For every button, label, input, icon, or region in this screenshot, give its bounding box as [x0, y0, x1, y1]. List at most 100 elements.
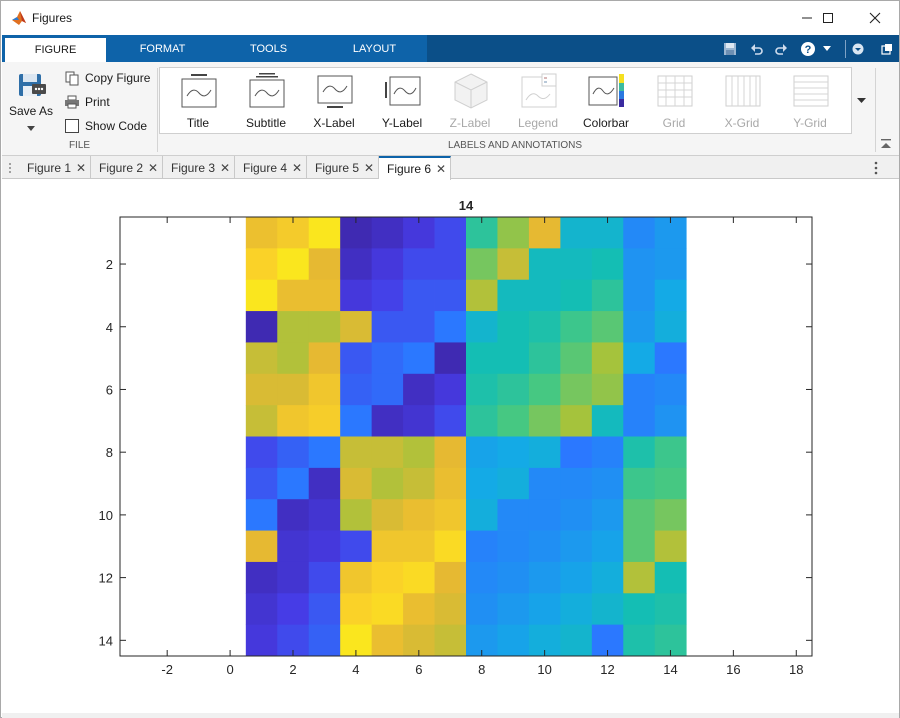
heatmap-cell	[403, 279, 435, 312]
undock-icon	[881, 43, 892, 55]
undock-button[interactable]	[878, 35, 896, 62]
print-button[interactable]: Print	[63, 93, 110, 111]
figure-canvas[interactable]: -2 0 2 4 6 8 10 12 14 16 18 2 4 6 8 10 12 14 14	[2, 180, 899, 716]
heatmap-cell	[654, 248, 687, 281]
tab-figure-2[interactable]: Figure 2 ✕	[91, 156, 163, 179]
figure-tabs-menu-button[interactable]	[868, 159, 884, 177]
heatmap-cell	[403, 593, 435, 626]
heatmap-cell	[497, 311, 530, 343]
heatmap-cell	[497, 561, 530, 594]
heatmap-cell	[371, 561, 404, 594]
undo-button[interactable]	[747, 35, 767, 62]
x-tick-label: 8	[478, 662, 485, 677]
ribbon-toolstrip: Save As Copy Figure Print Show Code FILE	[2, 62, 899, 156]
heatmap-cell	[528, 467, 561, 500]
heatmap-cell	[560, 530, 593, 563]
heatmap-cell	[403, 467, 435, 500]
heatmap-cell	[245, 342, 278, 375]
heatmap-cell	[560, 405, 593, 437]
dropdown-icon	[852, 43, 864, 54]
xgrid-button[interactable]: X-Grid	[708, 68, 776, 134]
tab-format[interactable]: FORMAT	[139, 42, 186, 55]
copy-icon	[65, 71, 79, 85]
ygrid-icon	[793, 75, 829, 107]
xgrid-icon	[725, 75, 761, 107]
colorbar-button[interactable]: Colorbar	[572, 68, 640, 134]
heatmap-cell	[277, 373, 310, 406]
y-tick-label: 6	[106, 382, 113, 397]
heatmap-cell	[403, 248, 435, 281]
heatmap-cell	[528, 279, 561, 312]
title-button[interactable]: Title	[164, 68, 232, 134]
close-tab-icon[interactable]: ✕	[76, 160, 87, 175]
heatmap-cell	[245, 311, 278, 343]
heatmap-cell	[528, 530, 561, 563]
subtitle-button[interactable]: Subtitle	[232, 68, 300, 134]
tab-figure-3[interactable]: Figure 3 ✕	[163, 156, 235, 179]
tab-figure[interactable]: FIGURE	[5, 35, 106, 62]
tab-figure-4[interactable]: Figure 4 ✕	[235, 156, 307, 179]
close-button[interactable]	[852, 1, 898, 35]
ylabel-button[interactable]: Y-Label	[368, 68, 436, 134]
legend-label: Legend	[517, 116, 559, 130]
tab-figure-6[interactable]: Figure 6 ✕	[379, 156, 451, 180]
xlabel-button[interactable]: X-Label	[300, 68, 368, 134]
heatmap-cell	[623, 248, 656, 281]
heatmap-cell	[528, 593, 561, 626]
heatmap-cell	[497, 405, 530, 437]
save-as-button[interactable]: Save As	[8, 70, 54, 136]
legend-button[interactable]: Legend	[504, 68, 572, 134]
heatmap-cell	[340, 405, 373, 437]
print-icon	[65, 95, 79, 109]
tab-layout[interactable]: LAYOUT	[352, 42, 397, 55]
heatmap-cell	[245, 530, 278, 563]
heatmap-cell	[371, 373, 404, 406]
x-tick-label: 4	[352, 662, 359, 677]
tab-label: Figure 6	[387, 162, 432, 176]
redo-icon	[775, 43, 787, 55]
heatmap-cell	[434, 530, 467, 563]
heatmap-cell	[497, 593, 530, 626]
tab-figure-5[interactable]: Figure 5 ✕	[307, 156, 379, 179]
heatmap-cell	[403, 561, 435, 594]
heatmap-cell	[308, 405, 341, 437]
redo-button[interactable]	[771, 35, 791, 62]
close-tab-icon[interactable]: ✕	[364, 160, 375, 175]
heatmap-cell	[623, 405, 656, 437]
heatmap-cell	[560, 279, 593, 312]
heatmap-cell	[403, 405, 435, 437]
heatmap-cell	[654, 499, 687, 531]
heatmap-cell	[403, 342, 435, 375]
gallery-expand-button[interactable]	[851, 67, 871, 134]
tab-tools[interactable]: TOOLS	[249, 42, 288, 55]
close-tab-icon[interactable]: ✕	[220, 160, 231, 175]
heatmap-cell	[434, 624, 467, 657]
tab-label: Figure 4	[243, 160, 288, 175]
zlabel-button[interactable]: Z-Label	[436, 68, 504, 134]
close-tab-icon[interactable]: ✕	[148, 160, 159, 175]
collapse-ribbon-button[interactable]	[880, 138, 894, 152]
drag-handle-icon[interactable]	[7, 161, 13, 175]
heatmap-cell	[308, 530, 341, 563]
minimize-button[interactable]	[784, 1, 830, 35]
maximize-icon	[823, 13, 833, 23]
close-tab-icon[interactable]: ✕	[292, 160, 303, 175]
save-quick-button[interactable]	[720, 35, 740, 62]
heatmap-cell	[528, 436, 561, 469]
heatmap-cell	[403, 373, 435, 406]
heatmap-cell	[340, 499, 373, 531]
save-as-label: Save As	[8, 104, 54, 118]
close-tab-icon[interactable]: ✕	[436, 162, 447, 176]
copy-figure-button[interactable]: Copy Figure	[63, 69, 150, 87]
heatmap-cell	[654, 342, 687, 375]
tab-figure-1[interactable]: Figure 1 ✕	[19, 156, 91, 179]
grid-button[interactable]: Grid	[640, 68, 708, 134]
show-code-checkbox[interactable]: Show Code	[63, 117, 147, 135]
labels-gallery: Title Subtitle X-Label Y-Label	[159, 67, 871, 134]
maximize-button[interactable]	[805, 1, 851, 35]
options-dropdown[interactable]	[850, 35, 866, 62]
help-dropdown[interactable]	[820, 35, 834, 62]
ygrid-button[interactable]: Y-Grid	[776, 68, 844, 134]
help-button[interactable]: ?	[798, 35, 818, 62]
heatmap-axes[interactable]: -2 0 2 4 6 8 10 12 14 16 18 2 4 6 8 10 12 14 14	[2, 180, 899, 713]
